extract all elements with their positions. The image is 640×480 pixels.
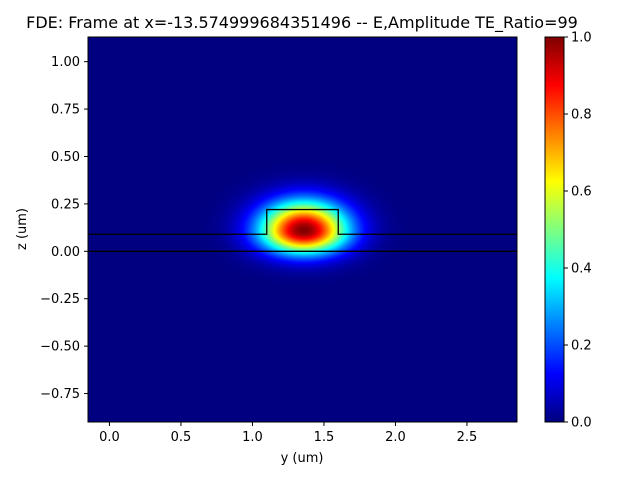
colorbar-tick-label: 1.0 — [571, 31, 592, 46]
x-tick-label: 2.5 — [457, 430, 478, 445]
y-tick-label: 1.00 — [51, 55, 80, 70]
chart-title: FDE: Frame at x=-13.574999684351496 -- E… — [26, 13, 578, 33]
y-tick-label: 0.00 — [51, 245, 80, 260]
x-tick-label: 2.0 — [385, 430, 406, 445]
x-tick-label: 1.0 — [242, 430, 263, 445]
colorbar-gradient — [545, 37, 564, 422]
colorbar-frame — [544, 36, 565, 423]
y-tick-label: 0.75 — [51, 103, 80, 118]
colorbar-tick-label: 0.4 — [571, 262, 592, 277]
x-tick-label: 0.5 — [171, 430, 192, 445]
colorbar-axis: 0.0 0.2 0.4 0.6 0.8 1.0 — [564, 31, 592, 431]
colorbar-tick-label: 0.8 — [571, 108, 592, 123]
x-axis-label: y (um) — [281, 451, 324, 466]
colorbar-tick-label: 0.2 — [571, 339, 592, 354]
colorbar-tick-label: 0.0 — [571, 416, 592, 431]
y-tick-label: −0.50 — [40, 340, 80, 355]
colorbar-tick-label: 0.6 — [571, 185, 592, 200]
x-tick-label: 0.0 — [99, 430, 120, 445]
y-tick-label: −0.75 — [40, 387, 80, 402]
y-axis: 1.00 0.75 0.50 0.25 0.00 −0.25 −0.50 −0.75 — [40, 55, 88, 402]
heatmap-plot-area — [87, 36, 518, 423]
y-tick-label: 0.25 — [51, 197, 80, 212]
x-tick-label: 1.5 — [314, 430, 335, 445]
waveguide-outline — [88, 208, 517, 252]
plot-frame — [87, 36, 518, 423]
field-heatmap — [88, 37, 517, 422]
colorbar: 0.0 0.2 0.4 0.6 0.8 1.0 — [544, 31, 592, 431]
y-tick-label: −0.25 — [40, 292, 80, 307]
rib-waveguide-outline — [88, 208, 517, 235]
y-tick-label: 0.50 — [51, 150, 80, 165]
x-axis: 0.0 0.5 1.0 1.5 2.0 2.5 — [99, 422, 477, 445]
y-axis-label: z (um) — [15, 208, 30, 250]
